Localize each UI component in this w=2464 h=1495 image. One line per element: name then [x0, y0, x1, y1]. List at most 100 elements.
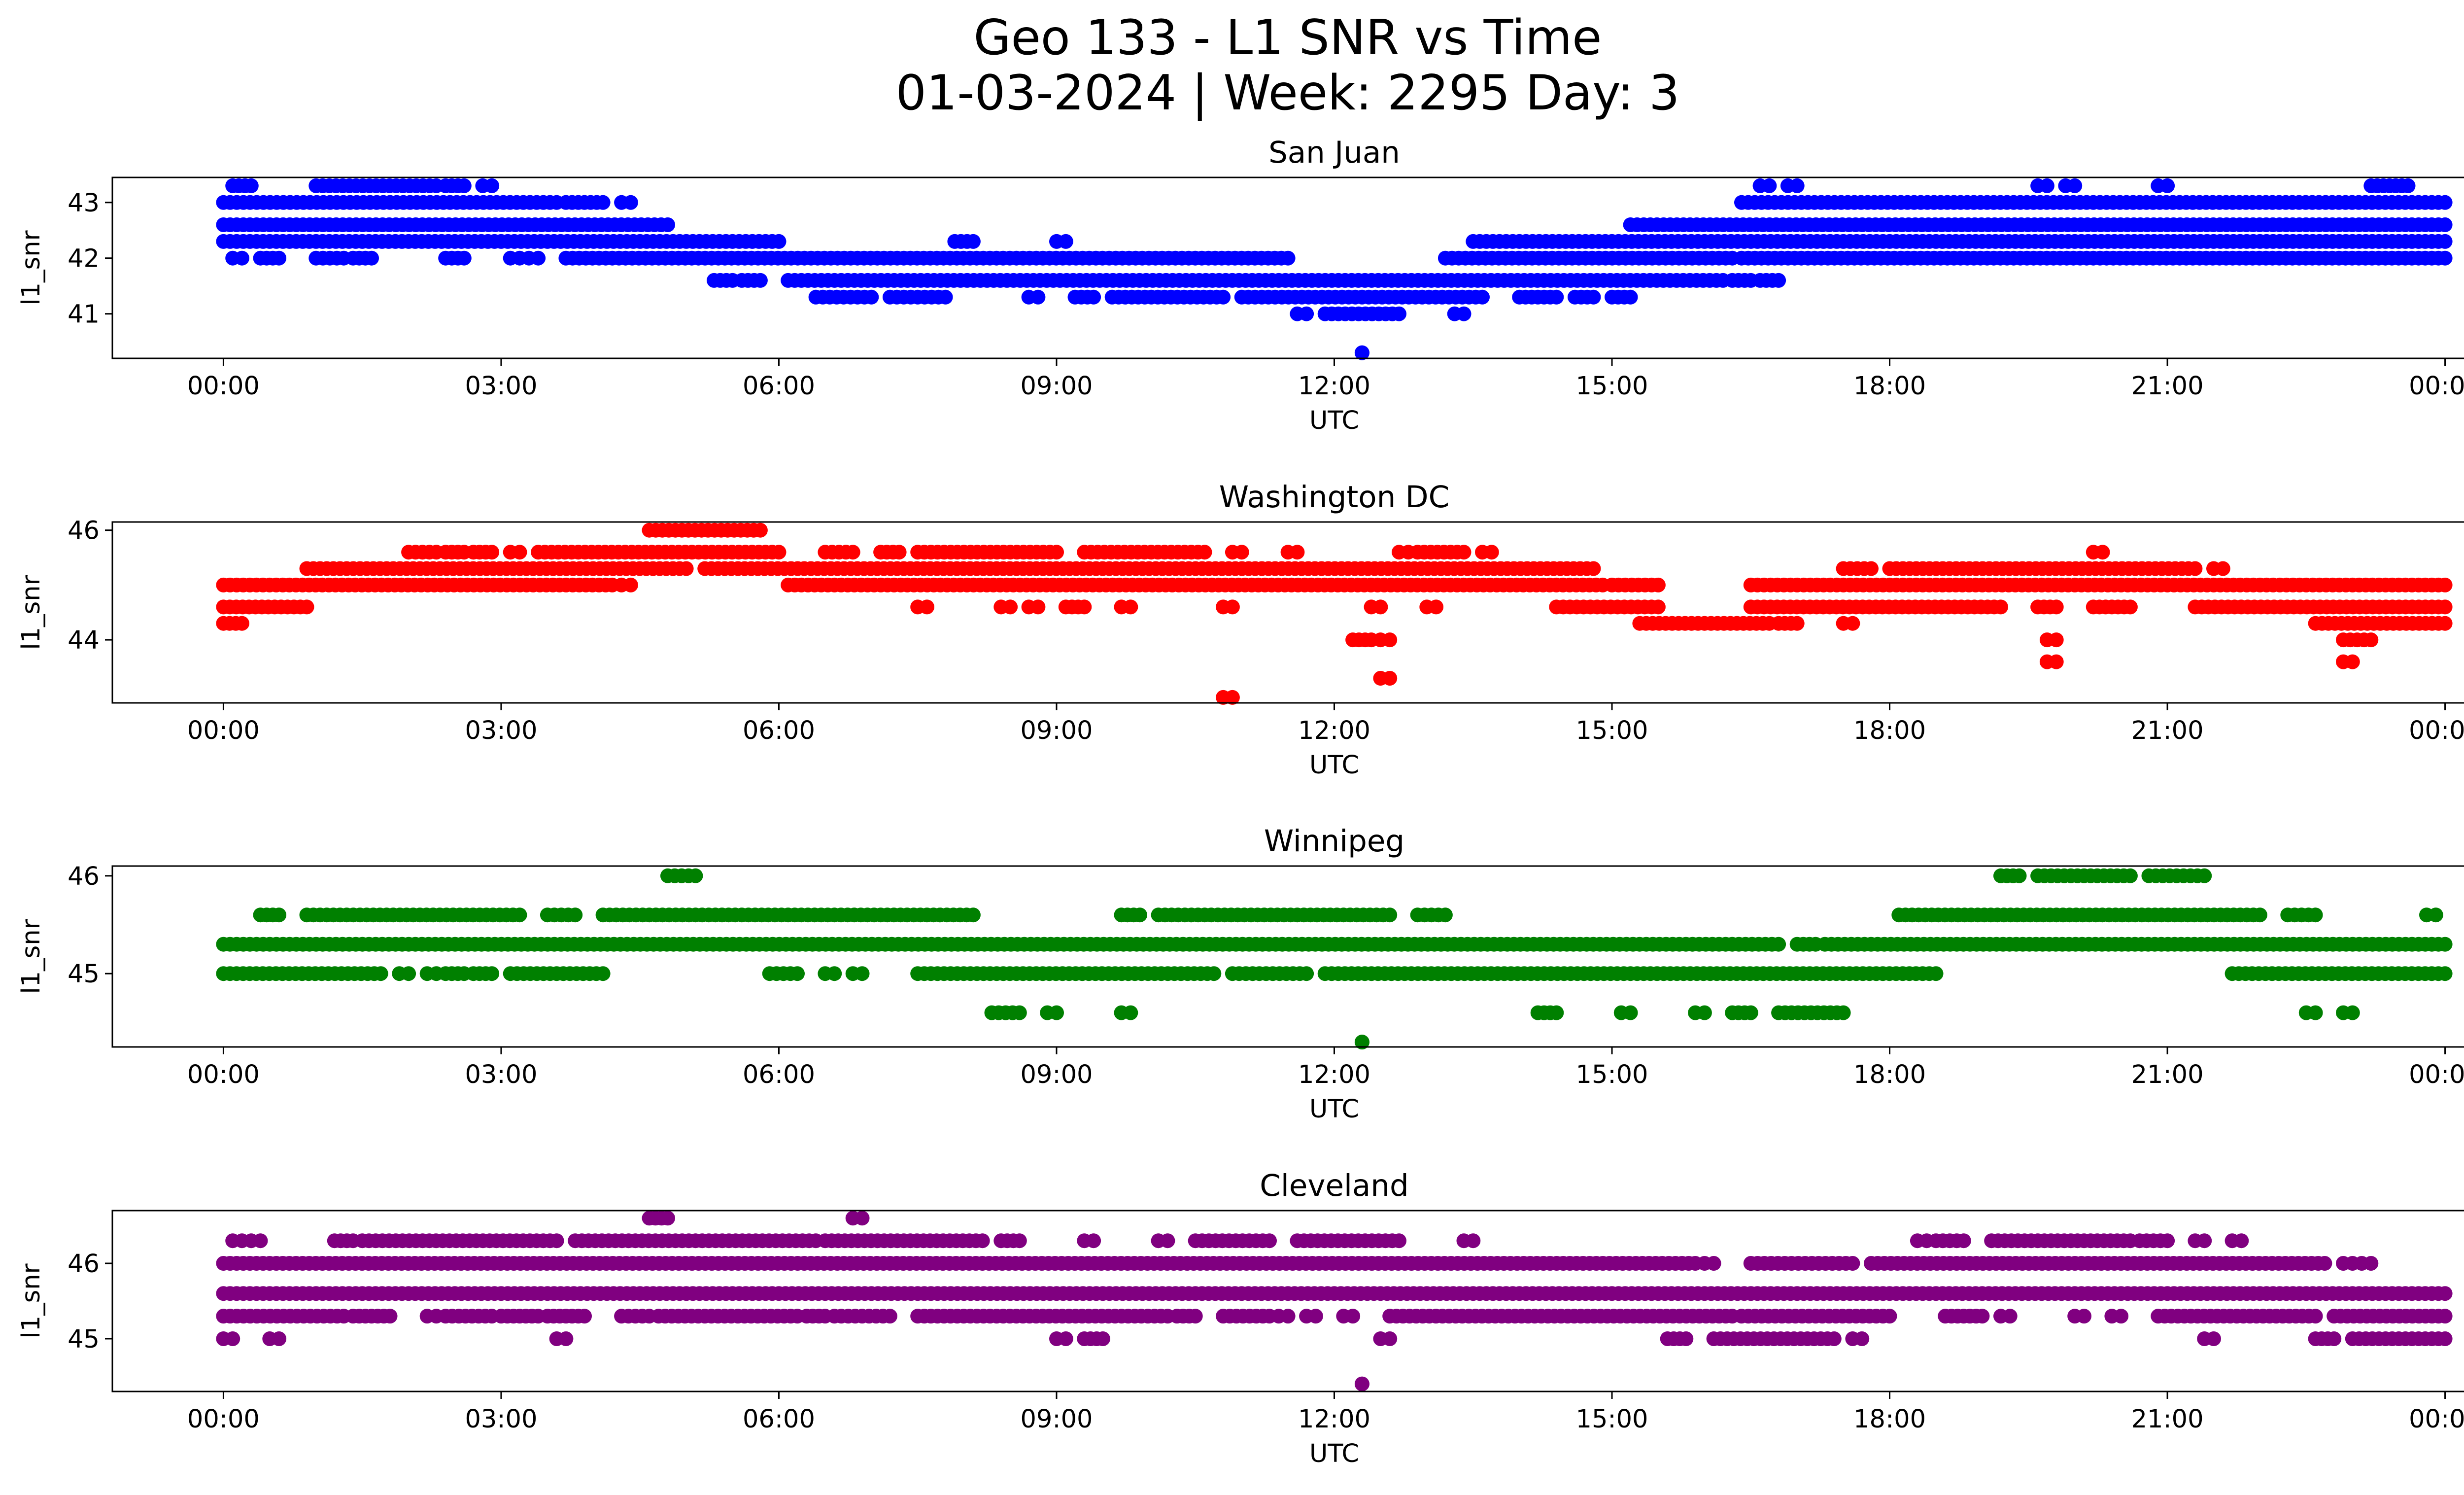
data-point: [2234, 1233, 2249, 1249]
data-point: [975, 1233, 990, 1249]
subplots: 00:00 03:00 06:00 09:00 12:00 15:00 18:00 21:00…: [17, 135, 2464, 1468]
data-point: [253, 1233, 268, 1249]
data-point: [1290, 545, 1305, 560]
data-point: [484, 966, 500, 981]
data-point: [2400, 178, 2416, 193]
data-point: [1058, 1331, 1073, 1346]
data-point: [2049, 654, 2064, 669]
data-point: [2039, 178, 2054, 193]
data-point: [2197, 1233, 2212, 1249]
data-point: [1077, 599, 1092, 615]
data-point: [623, 577, 638, 592]
data-point: [577, 1309, 592, 1324]
data-point: [1234, 545, 1249, 560]
x-tick-label: 21:00: [2131, 1405, 2204, 1434]
data-point: [1308, 1309, 1323, 1324]
data-point: [2114, 1309, 2129, 1324]
data-point: [1262, 1233, 1277, 1249]
data-point: [1373, 599, 1388, 615]
data-point: [1836, 1005, 1851, 1020]
data-point: [1299, 966, 1314, 981]
data-point: [1826, 1331, 1842, 1346]
data-point: [1012, 1233, 1027, 1249]
data-point: [1049, 1005, 1064, 1020]
data-point: [272, 1331, 287, 1346]
data-point: [753, 522, 768, 538]
x-axis-label: UTC: [1309, 406, 1359, 435]
x-tick-label: 12:00: [1298, 1405, 1370, 1434]
data-point: [272, 250, 287, 266]
data-point: [1623, 289, 1638, 305]
data-point: [1382, 632, 1398, 648]
y-tick-label: 46: [68, 1250, 100, 1279]
subplot-winnipeg: 00:00 03:00 06:00 09:00 12:00 15:00 18:00 21:00…: [17, 824, 2464, 1124]
y-tick-label: 43: [68, 189, 100, 218]
data-point: [1354, 1376, 1369, 1391]
data-point: [512, 907, 527, 923]
data-point: [2437, 599, 2453, 615]
data-point: [456, 250, 472, 266]
data-point: [1225, 690, 1240, 705]
data-point: [1392, 1233, 1406, 1249]
data-point: [660, 217, 675, 232]
data-point: [938, 289, 953, 305]
data-point: [2428, 907, 2443, 923]
x-tick-label: 21:00: [2131, 1060, 2204, 1089]
winnipeg-title: Winnipeg: [1264, 824, 1404, 859]
data-point: [688, 868, 703, 883]
subplot-san-juan: 00:00 03:00 06:00 09:00 12:00 15:00 18:00 21:00…: [17, 135, 2464, 435]
data-point: [1586, 289, 1601, 305]
data-point: [1086, 1233, 1101, 1249]
data-point: [1975, 1309, 1990, 1324]
x-tick-label: 15:00: [1576, 372, 1648, 401]
y-axis-label: l1_snr: [17, 575, 46, 650]
data-point: [2160, 1233, 2175, 1249]
x-tick-label: 00:00: [2409, 372, 2464, 401]
data-point: [2363, 1256, 2379, 1271]
cleveland-points: [216, 1211, 2453, 1391]
data-point: [382, 1309, 398, 1324]
data-point: [623, 195, 638, 210]
data-point: [679, 561, 694, 576]
data-point: [2437, 966, 2453, 981]
winnipeg-axes-frame: [111, 865, 2464, 1048]
data-point: [1466, 1233, 1481, 1249]
winnipeg-points: [216, 868, 2453, 1050]
data-point: [965, 234, 981, 249]
data-point: [1123, 1005, 1138, 1020]
data-point: [2188, 561, 2203, 576]
subplot-cleveland: 00:00 03:00 06:00 09:00 12:00 15:00 18:00 21:00…: [17, 1168, 2464, 1468]
x-tick-label: 00:00: [2409, 716, 2464, 745]
data-point: [771, 234, 787, 249]
data-point: [2345, 1005, 2360, 1020]
subplot-washington-dc: 00:00 03:00 06:00 09:00 12:00 15:00 18:00 21:00…: [17, 480, 2464, 780]
data-point: [1743, 1005, 1758, 1020]
x-axis-label: UTC: [1309, 1439, 1359, 1468]
data-point: [1845, 1256, 1860, 1271]
x-tick-label: 09:00: [1020, 1405, 1093, 1434]
y-tick-label: 46: [68, 862, 100, 891]
data-point: [2160, 178, 2175, 193]
data-point: [2012, 868, 2027, 883]
data-point: [235, 616, 249, 631]
data-point: [1549, 289, 1564, 305]
data-point: [1549, 1005, 1564, 1020]
data-point: [1280, 250, 1296, 266]
data-point: [1456, 306, 1472, 321]
data-point: [2122, 868, 2138, 883]
data-point: [1697, 1005, 1712, 1020]
data-point: [1623, 1005, 1638, 1020]
y-tick-label: 41: [68, 300, 100, 329]
data-point: [1086, 289, 1101, 305]
data-point: [1188, 1309, 1203, 1324]
data-point: [1928, 966, 1944, 981]
x-tick-label: 03:00: [465, 1060, 537, 1089]
data-point: [827, 966, 842, 981]
data-point: [531, 250, 546, 266]
data-point: [401, 966, 416, 981]
y-tick-label: 42: [68, 244, 100, 274]
data-point: [558, 1331, 574, 1346]
washington-dc-points: [216, 522, 2453, 705]
x-tick-label: 06:00: [743, 1060, 815, 1089]
data-point: [1206, 966, 1222, 981]
